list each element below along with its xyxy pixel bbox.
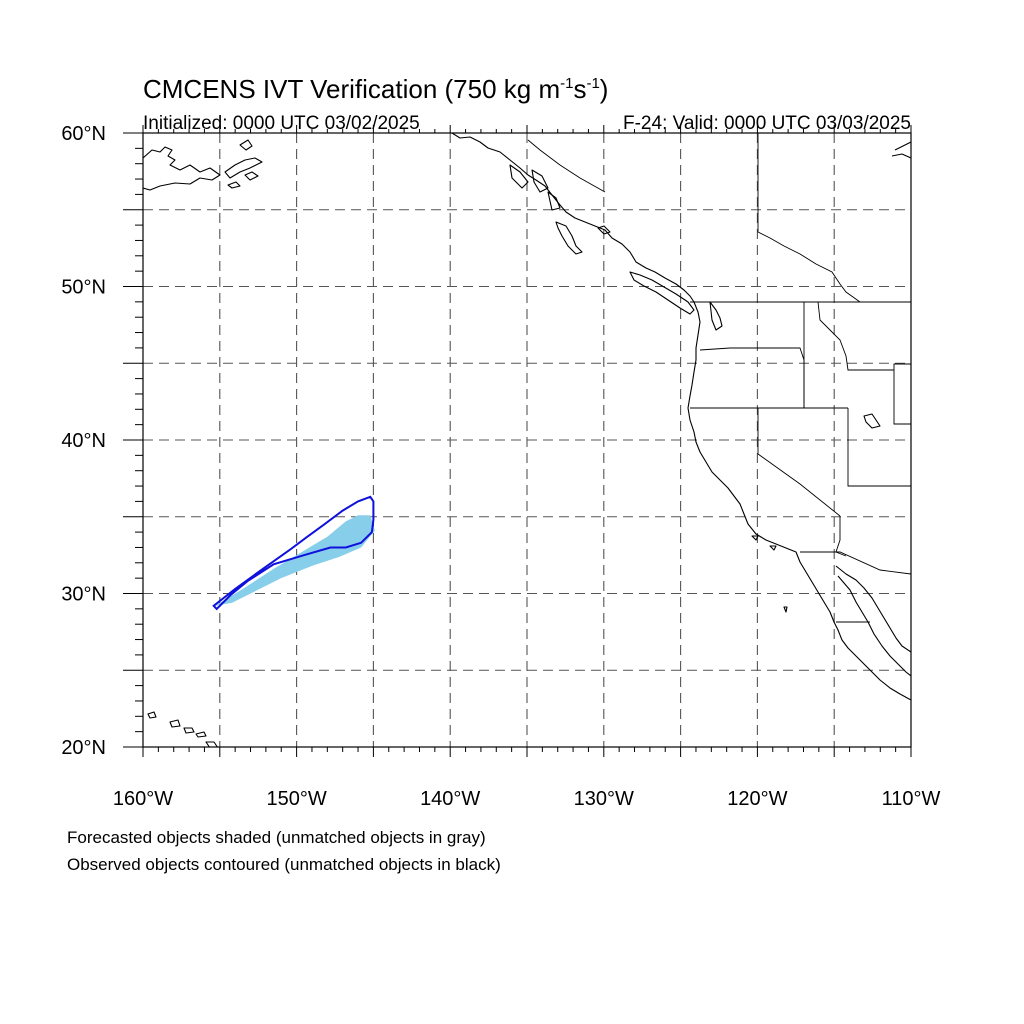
x-tick-label: 120°W	[727, 788, 787, 810]
valid-label: F-24: Valid: 0000 UTC 03/03/2025	[623, 113, 911, 134]
gridlines	[143, 133, 911, 747]
axis-labels: 160°W 150°W 140°W 130°W 120°W 110°W 60°N 50°N 40…	[61, 123, 940, 810]
alaska-coast	[143, 146, 221, 191]
chart-title: CMCENS IVT Verification (750 kg m-1s-1)	[143, 74, 608, 104]
x-tick-label: 140°W	[420, 788, 480, 810]
gulf-california	[835, 565, 911, 653]
hawaii	[147, 711, 157, 719]
canada-province-border	[757, 133, 861, 303]
y-tick-label: 50°N	[61, 277, 106, 299]
x-tick-label: 130°W	[574, 788, 634, 810]
political-borders	[527, 133, 911, 623]
verification-objects	[212, 495, 375, 611]
y-tick-label: 20°N	[61, 737, 106, 759]
footnote-forecast: Forecasted objects shaded (unmatched obj…	[67, 828, 486, 847]
x-tick-label: 110°W	[882, 788, 941, 810]
x-tick-label: 150°W	[266, 788, 326, 810]
coastlines	[143, 133, 911, 747]
west-coast	[687, 301, 911, 701]
y-tick-label: 60°N	[61, 123, 106, 145]
california-nevada-border	[757, 408, 841, 517]
vancouver-island	[629, 271, 695, 315]
y-tick-label: 40°N	[61, 430, 106, 452]
forecast-object-shaded	[215, 515, 375, 606]
us-mexico-border	[800, 551, 911, 575]
observed-object-contour	[212, 495, 375, 611]
axis-ticks	[123, 125, 912, 757]
colorado-river	[835, 516, 847, 557]
washington-oregon-border	[699, 347, 805, 408]
x-tick-label: 160°W	[113, 788, 173, 810]
y-tick-label: 30°N	[61, 584, 106, 606]
initialized-label: Initialized: 0000 UTC 03/02/2025	[143, 113, 420, 134]
footnote-observed: Observed objects contoured (unmatched ob…	[67, 855, 501, 874]
gulf-alaska-coast	[451, 133, 695, 303]
haida-gwaii	[555, 221, 583, 255]
